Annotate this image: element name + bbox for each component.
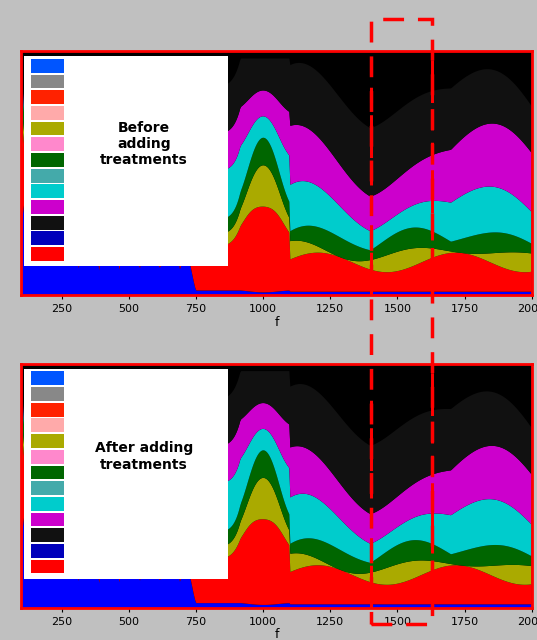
Bar — [31, 497, 64, 511]
Bar — [31, 481, 64, 495]
Text: After adding
treatments: After adding treatments — [95, 442, 193, 472]
Bar — [31, 216, 64, 230]
Bar — [31, 559, 64, 573]
Bar — [31, 247, 64, 261]
X-axis label: f: f — [274, 316, 279, 329]
Bar — [31, 59, 64, 73]
Bar — [31, 371, 64, 385]
Bar — [31, 387, 64, 401]
Bar — [31, 544, 64, 558]
Bar — [31, 450, 64, 464]
Bar — [31, 106, 64, 120]
X-axis label: f: f — [274, 628, 279, 640]
Bar — [24, 56, 228, 266]
Bar — [31, 90, 64, 104]
Bar — [31, 513, 64, 527]
Bar — [31, 419, 64, 433]
Bar — [24, 369, 228, 579]
Bar — [31, 231, 64, 245]
Bar — [31, 200, 64, 214]
Bar — [31, 122, 64, 136]
Bar — [31, 403, 64, 417]
Text: Before
adding
treatments: Before adding treatments — [100, 121, 188, 167]
Bar — [31, 137, 64, 151]
Bar — [31, 434, 64, 448]
Bar — [31, 153, 64, 167]
Bar — [31, 75, 64, 88]
Bar — [31, 168, 64, 182]
Bar — [31, 184, 64, 198]
Bar — [31, 465, 64, 479]
Bar — [31, 528, 64, 542]
